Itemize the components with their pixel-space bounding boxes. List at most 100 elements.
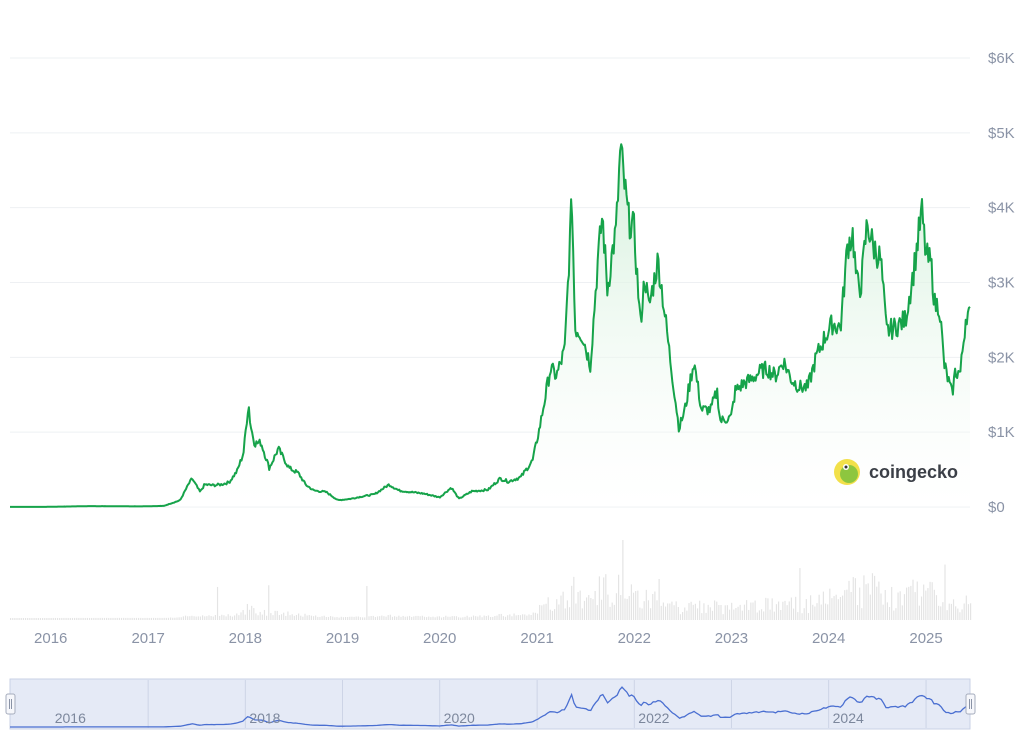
volume-bar bbox=[675, 601, 677, 620]
volume-bar bbox=[133, 617, 135, 620]
volume-bar bbox=[967, 604, 970, 620]
volume-bar bbox=[784, 600, 786, 620]
volume-bar bbox=[724, 605, 726, 620]
volume-bar bbox=[515, 615, 517, 620]
volume-bar bbox=[451, 616, 453, 620]
volume-bar bbox=[163, 617, 165, 620]
volume-bar bbox=[775, 604, 778, 620]
volume-bar bbox=[466, 615, 468, 620]
volume-bar bbox=[35, 617, 37, 620]
volume-bar bbox=[54, 617, 56, 620]
volume-bar bbox=[39, 617, 42, 620]
volume-bar bbox=[308, 615, 310, 620]
volume-bar bbox=[581, 608, 583, 620]
volume-bar bbox=[278, 615, 280, 620]
volume-bar bbox=[652, 593, 654, 620]
volume-bar bbox=[355, 616, 357, 620]
volume-bar bbox=[835, 594, 837, 620]
volume-bar bbox=[605, 574, 607, 620]
y-tick-label: $6K bbox=[988, 50, 1015, 67]
volume-bar bbox=[97, 617, 99, 620]
volume-bar bbox=[419, 616, 421, 620]
volume-bar bbox=[854, 578, 856, 620]
navigator-line bbox=[10, 686, 971, 728]
volume-bar bbox=[210, 616, 212, 620]
volume-bar bbox=[876, 586, 878, 620]
volume-bar bbox=[18, 617, 20, 620]
x-tick-label: 2024 bbox=[812, 630, 845, 647]
volume-bar bbox=[470, 616, 472, 620]
volume-bar bbox=[780, 610, 782, 620]
volume-bar bbox=[620, 595, 622, 620]
volume-bar bbox=[598, 576, 600, 620]
volume-bar bbox=[391, 616, 394, 620]
volume-bar bbox=[925, 590, 927, 620]
volume-bar bbox=[500, 613, 502, 620]
volume-bar bbox=[385, 616, 387, 620]
volume-bar bbox=[71, 617, 74, 620]
volume-bar bbox=[487, 615, 490, 620]
volume-bar bbox=[82, 617, 84, 620]
volume-bar bbox=[430, 617, 432, 620]
volume-bar bbox=[923, 584, 925, 620]
volume-bar bbox=[558, 604, 560, 620]
navigator-right-handle[interactable] bbox=[965, 693, 976, 715]
volume-bar bbox=[643, 601, 645, 620]
volume-bar bbox=[810, 595, 812, 620]
volume-bar bbox=[178, 617, 180, 620]
volume-bar bbox=[74, 617, 76, 620]
volume-bar bbox=[684, 607, 686, 620]
volume-bar bbox=[782, 601, 784, 620]
volume-bar bbox=[720, 604, 722, 620]
volume-bar bbox=[400, 616, 402, 620]
volume-bar bbox=[662, 602, 664, 620]
price-area bbox=[10, 143, 971, 508]
volume-bar bbox=[438, 616, 440, 620]
volume-bar bbox=[679, 614, 682, 620]
volume-bar bbox=[423, 616, 426, 620]
volume-bar bbox=[248, 609, 251, 620]
volume-bar bbox=[859, 587, 861, 620]
volume-bar bbox=[852, 577, 854, 620]
volume-bar bbox=[536, 613, 539, 620]
volume-bar bbox=[696, 608, 699, 620]
volume-bar bbox=[865, 584, 867, 620]
volume-bar bbox=[366, 586, 368, 620]
volume-bar bbox=[650, 608, 652, 620]
volume-bar bbox=[880, 593, 882, 620]
volume-bar bbox=[455, 616, 458, 620]
volume-bar bbox=[383, 616, 385, 620]
volume-bar bbox=[961, 609, 963, 620]
volume-bar bbox=[408, 615, 411, 620]
volume-bar bbox=[332, 616, 334, 620]
x-tick-label: 2022 bbox=[618, 630, 651, 647]
volume-bar bbox=[509, 614, 511, 620]
navigator-window[interactable] bbox=[9, 678, 971, 730]
volume-bar bbox=[639, 607, 641, 620]
volume-bar bbox=[206, 616, 208, 620]
volume-bar bbox=[711, 610, 714, 620]
volume-bar bbox=[560, 595, 562, 620]
volume-bar bbox=[539, 604, 541, 620]
navigator-left-handle[interactable] bbox=[5, 693, 16, 715]
volume-bar bbox=[259, 611, 261, 620]
volume-bar bbox=[942, 602, 944, 620]
volume-bar bbox=[699, 600, 701, 620]
volume-bar bbox=[829, 588, 831, 620]
volume-bar bbox=[769, 609, 771, 620]
volume-bar bbox=[159, 617, 161, 620]
volume-bar bbox=[65, 617, 67, 620]
volume-bar bbox=[592, 599, 594, 620]
volume-bar bbox=[637, 590, 639, 620]
volume-bar bbox=[731, 602, 733, 620]
volume-bar bbox=[56, 617, 59, 620]
volume-bar bbox=[955, 606, 957, 620]
volume-bar bbox=[261, 614, 263, 620]
volume-bar bbox=[376, 616, 379, 620]
volume-bar bbox=[609, 606, 611, 620]
volume-bar bbox=[199, 616, 202, 620]
volume-bar bbox=[202, 615, 204, 620]
volume-bar bbox=[884, 589, 886, 620]
range-navigator[interactable]: 2016 2018 2020 2022 2024 bbox=[5, 678, 976, 730]
volume-bar bbox=[786, 605, 788, 620]
